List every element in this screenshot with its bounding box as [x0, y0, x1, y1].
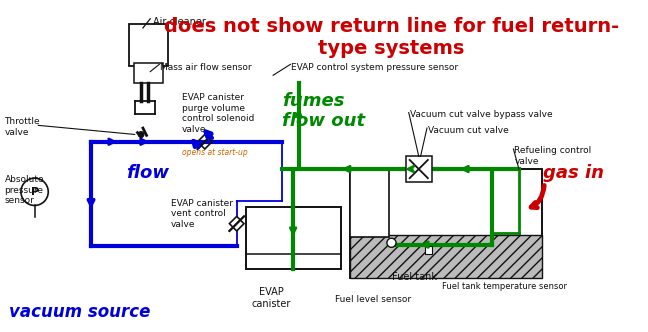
- Text: Vacuum cut valve bypass valve: Vacuum cut valve bypass valve: [410, 110, 552, 119]
- Text: Vacuum cut valve: Vacuum cut valve: [428, 126, 509, 135]
- Text: Throttle
valve: Throttle valve: [5, 117, 40, 136]
- Bar: [406, 156, 432, 182]
- Bar: [246, 207, 341, 269]
- Circle shape: [139, 132, 144, 137]
- Bar: [351, 169, 389, 237]
- Text: opens at start-up: opens at start-up: [182, 148, 248, 157]
- Text: EVAP canister
purge volume
control solenoid
valve: EVAP canister purge volume control solen…: [182, 94, 255, 134]
- Bar: [351, 235, 542, 278]
- Text: Air cleaner: Air cleaner: [153, 17, 206, 27]
- Text: gas in: gas in: [542, 164, 603, 183]
- Text: Mass air flow sensor: Mass air flow sensor: [160, 62, 252, 71]
- Text: Absolute
pressure
sensor: Absolute pressure sensor: [5, 175, 44, 205]
- Text: EVAP
canister: EVAP canister: [251, 288, 291, 309]
- Text: Fuel level sensor: Fuel level sensor: [335, 295, 411, 304]
- Bar: [351, 169, 542, 278]
- Text: EVAP canister
vent control
valve: EVAP canister vent control valve: [171, 199, 233, 229]
- Text: P: P: [30, 187, 39, 197]
- Circle shape: [21, 178, 48, 206]
- Bar: [425, 246, 432, 254]
- Text: EVAP control system pressure sensor: EVAP control system pressure sensor: [292, 62, 458, 71]
- Text: flow: flow: [126, 164, 168, 183]
- Text: Refueling control
valve: Refueling control valve: [515, 146, 592, 166]
- Circle shape: [387, 238, 396, 247]
- Bar: [134, 62, 163, 83]
- Text: Fuel tank: Fuel tank: [392, 272, 437, 282]
- Text: fumes
flow out: fumes flow out: [283, 92, 365, 130]
- Text: does not show return line for fuel return-
type systems: does not show return line for fuel retur…: [164, 17, 619, 58]
- Bar: [129, 24, 167, 66]
- Text: vacuum source: vacuum source: [9, 303, 150, 321]
- Text: Fuel tank temperature sensor: Fuel tank temperature sensor: [441, 282, 566, 291]
